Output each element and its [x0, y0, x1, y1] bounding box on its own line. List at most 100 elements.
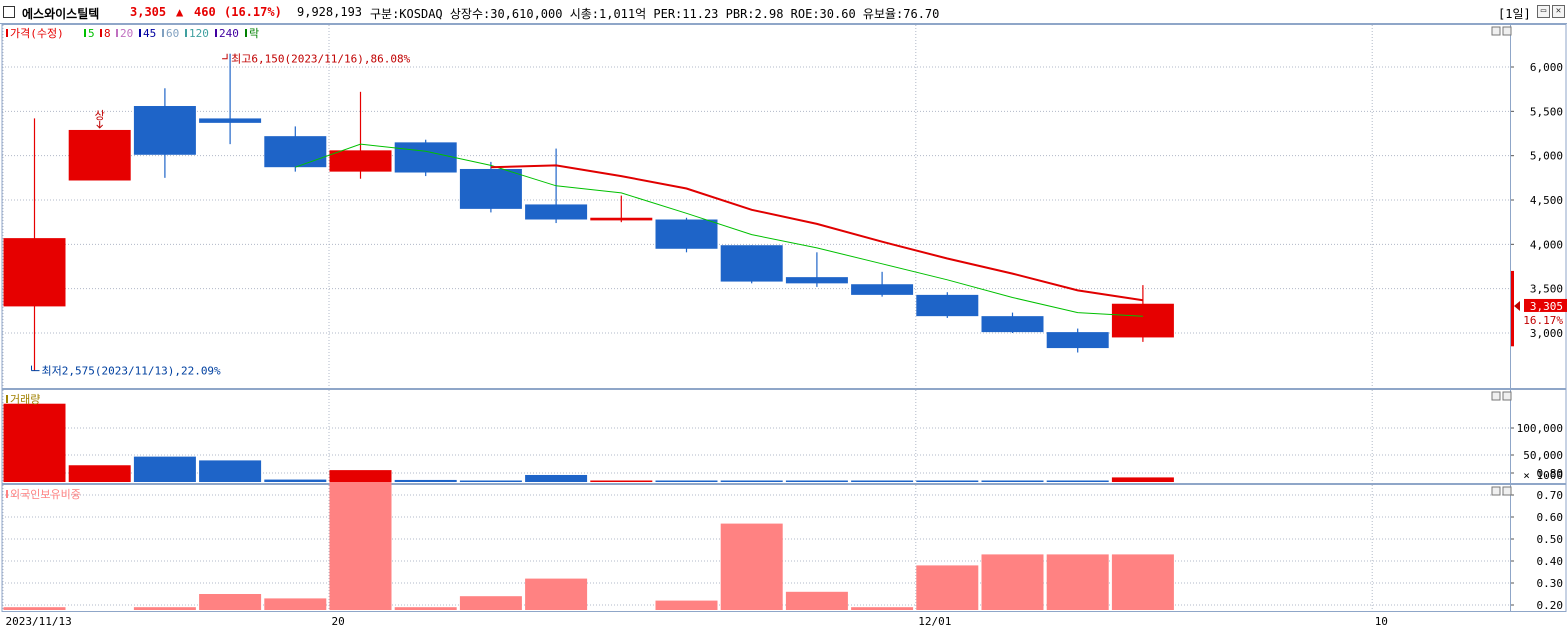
volume-panel-option-icon — [1491, 391, 1501, 401]
candle-body — [1046, 332, 1109, 349]
legend-label-7: 240 — [219, 27, 239, 40]
foreign-tick-label: 0.30 — [1537, 577, 1564, 590]
price-range-strip — [1511, 270, 1514, 347]
legend-label-3: 20 — [120, 27, 133, 40]
volume-title: 거래량 — [10, 393, 40, 406]
foreign-panel-frame — [1, 484, 1567, 612]
volume-bar — [655, 480, 718, 482]
legend-swatch — [245, 29, 247, 37]
foreign-bar — [1046, 554, 1109, 610]
stock-chart: 6,000 5,500 5,000 4,500 4,000 3,500 3,000 최고6,1… — [1, 24, 1567, 628]
foreign-bar — [3, 607, 66, 610]
legend-swatch — [139, 29, 141, 37]
foreign-tick-label: 0.40 — [1537, 555, 1564, 568]
candlesticks — [3, 53, 1174, 371]
candle-body — [851, 284, 914, 295]
price-tick-label: 5,500 — [1530, 105, 1563, 118]
foreign-bar — [916, 565, 979, 610]
volume-bar — [264, 479, 327, 482]
candle-body — [525, 204, 588, 220]
foreign-bar — [394, 607, 457, 610]
foreign-tick-label: 0.70 — [1537, 489, 1564, 502]
foreign-bar — [720, 523, 783, 610]
foreign-bar — [851, 607, 914, 610]
candle-body — [459, 168, 522, 209]
trade-volume: 9,928,193 — [297, 5, 363, 19]
foreign-tick-label: 0.80 — [1537, 467, 1564, 480]
foreign-panel-option-icon — [1491, 486, 1501, 496]
legend-swatch — [185, 29, 187, 37]
candle-body — [133, 106, 196, 155]
price-change-pct: (16.17%) — [224, 5, 282, 19]
volume-bars — [3, 403, 1174, 482]
price-tick-label: 6,000 — [1530, 61, 1563, 74]
grid-lines — [2, 25, 1514, 611]
foreign-bar — [199, 594, 262, 610]
price-tick-label: 3,500 — [1530, 283, 1563, 296]
current-price-box — [1524, 298, 1567, 312]
candle-body — [264, 136, 327, 168]
low-marker — [31, 365, 40, 372]
foreign-title-swatch — [6, 490, 8, 498]
foreign-title: 외국인보유비중 — [10, 488, 81, 501]
period-selector[interactable]: [1일] — [1498, 7, 1531, 21]
chart-labels: 6,000 5,500 5,000 4,500 4,000 3,500 3,000 최고6,1… — [6, 53, 1567, 628]
candle-body — [916, 294, 979, 317]
foreign-tick-label: 0.50 — [1537, 533, 1564, 546]
candle-body — [1111, 303, 1174, 338]
price-panel-option-icon — [1491, 26, 1501, 36]
foreign-bar — [785, 591, 848, 610]
foreign-tick-label: 0.60 — [1537, 511, 1564, 524]
volume-bar — [68, 465, 131, 482]
foreign-bar — [133, 607, 196, 610]
price-tick-label: 4,500 — [1530, 194, 1563, 207]
legend-label-1: 5 — [88, 27, 95, 40]
price-panel-frame — [1, 24, 1567, 389]
volume-bar — [851, 480, 914, 482]
title-bar: 에스와이스틸텍 3,305 ▲ 460 (16.17%) 9,928,193 구… — [0, 0, 1567, 24]
foreign-bar — [329, 470, 392, 610]
panel-frames — [1, 24, 1567, 612]
volume-title-swatch — [6, 395, 8, 403]
current-price-tag: 3,305 — [1530, 300, 1563, 313]
foreign-bar — [981, 554, 1044, 610]
restore-icon[interactable]: ▭ — [1537, 5, 1550, 18]
candle-body — [68, 129, 131, 181]
price-tick-label: 3,000 — [1530, 327, 1563, 340]
high-label: 최고6,150(2023/11/16),86.08% — [231, 53, 411, 66]
price-legend: 가격(수정) 5 8 20 45 60 120 240 락 — [6, 27, 259, 40]
volume-panel-close-icon — [1502, 391, 1512, 401]
legend-swatch — [100, 29, 102, 37]
select-checkbox[interactable] — [3, 6, 15, 18]
current-price-pointer — [1514, 300, 1520, 311]
high-marker — [222, 53, 228, 60]
foreign-bar — [459, 596, 522, 610]
ma5-line — [295, 143, 1143, 317]
volume-bar — [133, 456, 196, 482]
legend-label-0: 가격(수정) — [10, 27, 64, 40]
volume-bar — [525, 474, 588, 482]
legend-label-4: 45 — [143, 27, 156, 40]
up-arrow-icon: ▲ — [176, 5, 184, 19]
legend-swatch — [6, 29, 8, 37]
low-label: 최저2,575(2023/11/13),22.09% — [42, 365, 222, 378]
volume-unit-label: × 1000 — [1523, 469, 1563, 482]
candle-body — [394, 142, 457, 173]
foreign-bar — [1111, 554, 1174, 610]
legend-swatch — [116, 29, 118, 37]
legend-label-8: 락 — [249, 27, 259, 40]
volume-bar — [199, 460, 262, 482]
legend-swatch — [162, 29, 164, 37]
price-panel-close-icon — [1502, 26, 1512, 36]
volume-bar — [394, 479, 457, 482]
close-icon[interactable]: ✕ — [1552, 5, 1565, 18]
current-price: 3,305 — [130, 5, 167, 19]
legend-label-2: 8 — [104, 27, 111, 40]
foreign-bar — [264, 598, 327, 610]
volume-bar — [590, 480, 653, 482]
candle-body — [655, 219, 718, 249]
candle-body — [720, 245, 783, 282]
price-change: 460 — [194, 5, 216, 19]
ma8-line — [490, 164, 1144, 302]
limit-up-label: 상 — [95, 109, 105, 122]
